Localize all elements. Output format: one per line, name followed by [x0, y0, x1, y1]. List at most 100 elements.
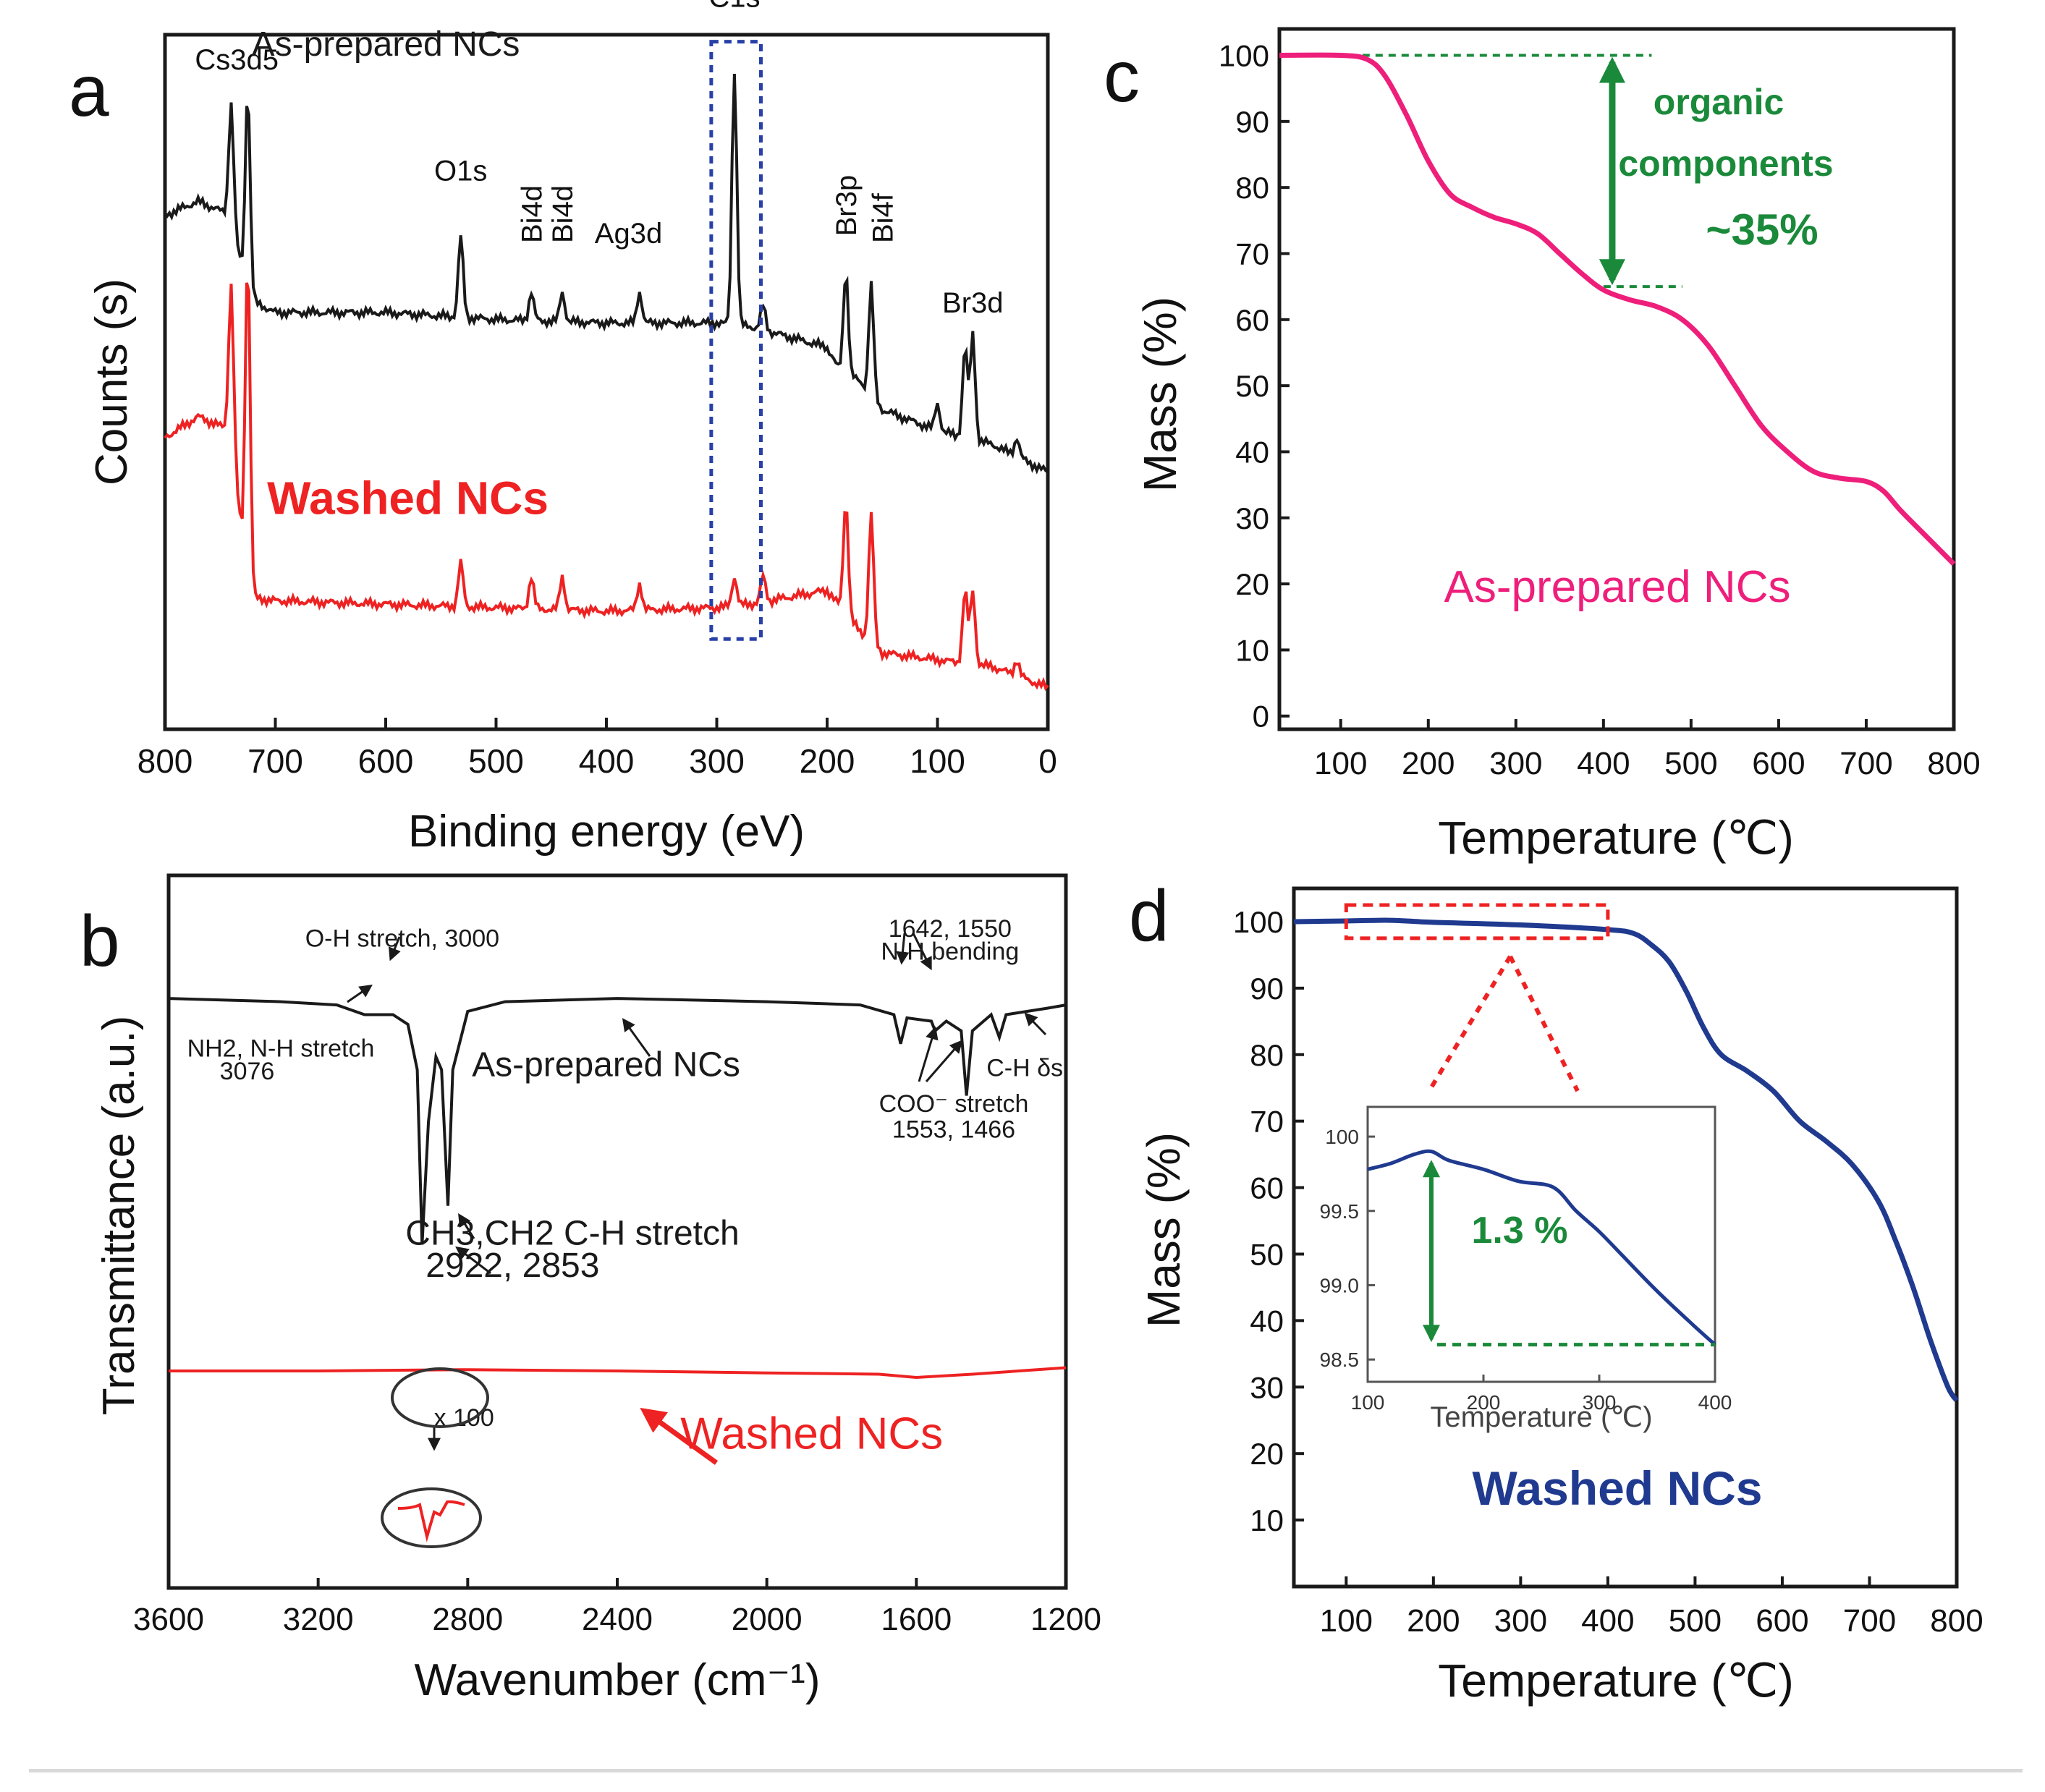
peak-label: Cs3d5	[195, 44, 279, 76]
x-tick-label: 200	[800, 742, 855, 780]
panel-a-frame	[163, 33, 1050, 731]
y-tick-label: 40	[1250, 1304, 1284, 1338]
inset-y-tick-label: 98.5	[1320, 1349, 1360, 1371]
panel-c-x-axis-label: Temperature (℃)	[1438, 812, 1794, 864]
peak-label: Bi4f	[867, 192, 899, 243]
y-tick-label: 60	[1250, 1171, 1284, 1205]
panel-b-annotation: O-H stretch, 3000	[305, 925, 499, 953]
x-tick-label: 2400	[582, 1602, 653, 1637]
y-tick-label: 70	[1250, 1105, 1284, 1139]
inset-ticks: 100 200 300 400 100 99.5 99.0 98.5	[1320, 1126, 1732, 1414]
washed-spectrum-line	[164, 282, 1049, 692]
panel-d-series-label: Washed NCs	[1473, 1461, 1763, 1515]
panel-c-y-axis-label: Mass (%)	[1134, 297, 1186, 492]
panel-label-a: a	[69, 51, 109, 132]
y-tick-label: 70	[1235, 237, 1269, 271]
x-tick-label: 100	[910, 742, 965, 780]
y-tick-label: 90	[1250, 972, 1284, 1006]
panel-label-c: c	[1104, 36, 1140, 117]
as-prepared-ir-line	[168, 997, 1067, 1245]
x-tick-label: 3600	[133, 1602, 204, 1637]
y-tick-label: 30	[1235, 501, 1269, 535]
y-tick-label: 10	[1250, 1503, 1284, 1537]
panel-label-b: b	[80, 901, 120, 982]
panel-b-annotation: C-H δs	[986, 1055, 1063, 1082]
components-label: components	[1618, 143, 1833, 184]
percent-35-label: ~35%	[1706, 205, 1818, 254]
y-tick-label: 30	[1250, 1370, 1284, 1404]
panel-b-y-axis-label: Transmittance (a.u.)	[94, 1016, 144, 1415]
x-tick-label: 3200	[283, 1602, 354, 1637]
panel-b-annotation: COO⁻ stretch	[879, 1090, 1029, 1118]
x-tick-label: 700	[1839, 746, 1892, 781]
y-tick-label: 80	[1250, 1038, 1284, 1072]
inset-y-tick-label: 99.0	[1320, 1274, 1360, 1296]
x-tick-label: 800	[137, 742, 193, 780]
x-tick-label: 500	[1669, 1603, 1722, 1639]
panel-b-annotation: 3076	[220, 1058, 275, 1085]
peak-label: C1s	[708, 0, 760, 14]
x-tick-label: 2000	[732, 1602, 803, 1637]
inset-percent-label: 1.3 %	[1472, 1210, 1568, 1252]
y-tick-label: 10	[1235, 633, 1269, 667]
y-tick-label: 90	[1235, 105, 1269, 139]
x-tick-label: 400	[1577, 746, 1630, 781]
zoom-connector-lines	[1427, 955, 1580, 1092]
peak-label: Br3d	[942, 287, 1004, 319]
y-tick-label: 0	[1253, 700, 1269, 734]
panel-d-ticks: 100 200 300 400 500 600 700 800 10 20 30 40 50 60 70 80…	[1233, 905, 1983, 1639]
organic-label: organic	[1654, 82, 1784, 122]
x-tick-label: 400	[1581, 1603, 1634, 1639]
x-tick-label: 300	[1489, 746, 1542, 781]
y-tick-label: 60	[1235, 303, 1269, 337]
inset-y-tick-label: 99.5	[1320, 1200, 1360, 1223]
panel-b-x-ticks: 3600 3200 2800 2400 2000 1600 1200	[133, 1578, 1101, 1637]
peak-label: Br3p	[831, 175, 863, 237]
panel-d-x-axis-label: Temperature (℃)	[1438, 1655, 1794, 1707]
zoom-circle-top	[391, 1367, 489, 1428]
panel-c-reference-lines	[1349, 54, 1682, 289]
inset-x-tick-label: 400	[1698, 1391, 1732, 1414]
panel-b-annotation: 2922, 2853	[425, 1247, 599, 1285]
panel-a-y-axis-label: Counts (s)	[87, 279, 137, 485]
x-tick-label: 700	[1843, 1603, 1896, 1639]
panel-a-as-prepared-label: As-prepared NCs	[252, 25, 520, 64]
x-tick-label: 300	[1494, 1603, 1547, 1639]
y-tick-label: 40	[1235, 435, 1269, 469]
c1s-highlight-box	[709, 40, 763, 641]
x-tick-label: 1200	[1030, 1602, 1101, 1637]
inset-y-tick-label: 100	[1325, 1126, 1359, 1148]
inset-tga-line	[1367, 1149, 1716, 1346]
washed-ir-line	[169, 1366, 1067, 1380]
x-tick-label: 500	[468, 742, 524, 780]
as-prepared-spectrum-line	[164, 74, 1049, 475]
panel-c-frame	[1277, 27, 1956, 731]
x-tick-label: 400	[579, 742, 635, 780]
x-tick-label: 800	[1927, 746, 1980, 781]
washed-tga-line	[1293, 917, 1959, 1402]
x-tick-label: 100	[1320, 1603, 1373, 1639]
y-tick-label: 20	[1250, 1437, 1284, 1471]
panel-b-annotation: Washed NCs	[680, 1409, 943, 1458]
x-tick-label: 200	[1402, 746, 1455, 781]
panel-b-annotation: 1642, 1550	[889, 915, 1012, 943]
panel-d-zoom-box	[1344, 903, 1610, 940]
zoomed-peak-line	[397, 1500, 465, 1542]
x-tick-label: 100	[1314, 746, 1367, 781]
panel-d-frame	[1292, 886, 1959, 1589]
y-tick-label: 50	[1235, 369, 1269, 403]
panel-label-d: d	[1129, 875, 1169, 956]
inset-x-tick-label: 200	[1467, 1391, 1501, 1414]
bottom-divider	[29, 1769, 2023, 1772]
peak-label: O1s	[434, 156, 487, 187]
x-tick-label: 600	[1756, 1603, 1808, 1639]
zoom-circle-bottom	[381, 1487, 482, 1548]
panel-c: c 100 200 300 400 500 600 700 800 0 10 20 30 40 50 60 7…	[1104, 27, 1981, 864]
y-tick-label: 20	[1235, 567, 1269, 601]
peak-label: Ag3d	[595, 218, 662, 250]
y-tick-label: 100	[1233, 905, 1284, 939]
panel-a-washed-label: Washed NCs	[267, 472, 549, 524]
x-tick-label: 800	[1930, 1603, 1983, 1639]
